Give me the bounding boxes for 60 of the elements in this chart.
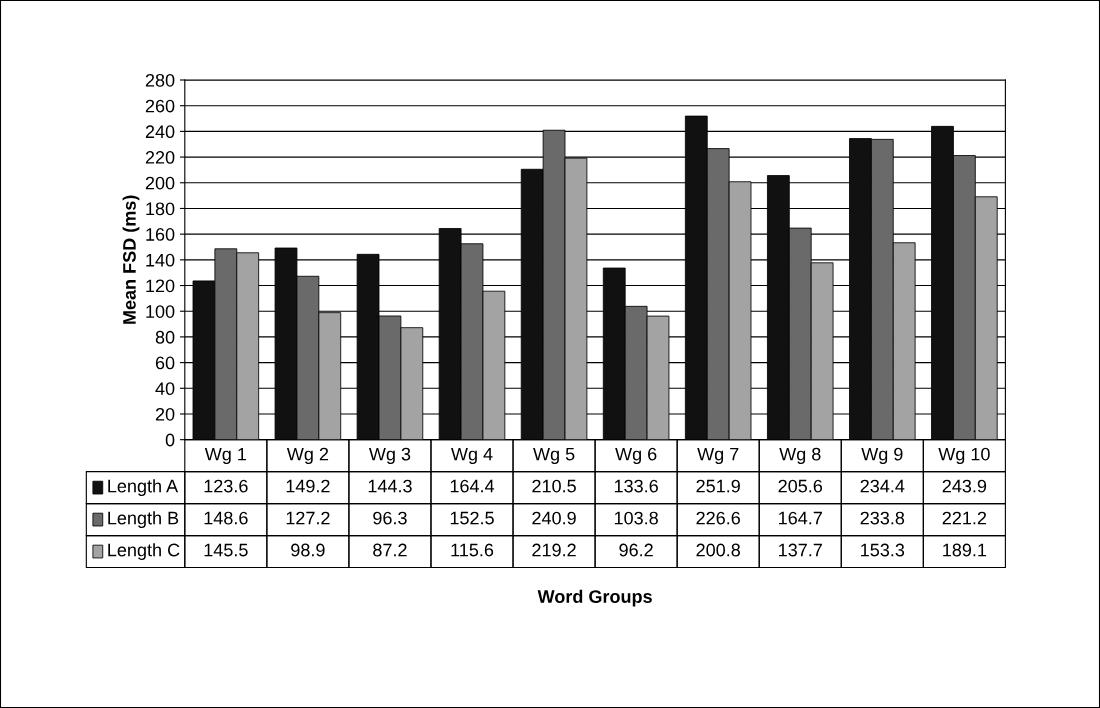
- data-label: 153.3: [861, 543, 905, 557]
- y-tick-label: 260: [145, 99, 175, 113]
- data-label: 87.2: [373, 543, 407, 557]
- data-label: 144.3: [368, 479, 412, 493]
- data-label: 148.6: [204, 511, 248, 525]
- data-label: 210.5: [532, 479, 576, 493]
- data-label: 152.5: [450, 511, 494, 525]
- data-label: 221.2: [942, 511, 987, 525]
- data-label: 123.6: [204, 479, 248, 493]
- x-tick-label: Wg 7: [697, 447, 739, 465]
- y-tick-label: 100: [146, 305, 175, 318]
- data-label: 219.2: [532, 543, 576, 557]
- x-tick-label: Wg 1: [204, 447, 247, 465]
- data-label: 251.9: [696, 479, 740, 493]
- data-label: 189.1: [943, 543, 987, 557]
- legend-label: Length C: [108, 543, 180, 560]
- data-label: 164.4: [450, 479, 495, 493]
- data-label: 200.8: [696, 543, 740, 557]
- text: Word Groups: [537, 589, 652, 607]
- y-tick-label: 80: [155, 330, 175, 344]
- y-tick-label: 220: [145, 151, 175, 164]
- data-label: 127.2: [286, 511, 330, 525]
- x-tick-label: Wg 9: [861, 447, 903, 465]
- x-tick-label: Wg 4: [451, 447, 493, 465]
- y-tick-label: 200: [145, 176, 175, 190]
- data-label: 115.6: [451, 543, 494, 557]
- y-tick-label: 160: [146, 228, 175, 241]
- data-label: 96.2: [619, 543, 653, 557]
- data-label: 137.7: [779, 543, 822, 557]
- legend-label: Length A: [108, 479, 179, 497]
- x-tick-label: Wg 6: [615, 447, 657, 465]
- x-tick-label: Wg 5: [533, 447, 575, 465]
- legend-label: Length B: [108, 511, 179, 529]
- y-tick-label: 180: [146, 202, 175, 216]
- data-label: 233.8: [860, 511, 905, 525]
- y-tick-label: 60: [155, 356, 175, 370]
- y-tick-label: 140: [146, 253, 175, 267]
- data-label: 164.7: [779, 511, 822, 525]
- data-label: 243.9: [942, 479, 987, 493]
- data-label: 96.3: [373, 511, 407, 525]
- y-axis-title: Mean FSD (ms): [122, 195, 140, 324]
- y-tick-label: 40: [155, 382, 175, 396]
- data-label: 149.2: [286, 479, 330, 493]
- data-label: 205.6: [778, 479, 823, 493]
- data-label: 240.9: [532, 511, 576, 525]
- x-tick-label: Wg 10: [938, 447, 990, 465]
- data-label: 226.6: [696, 511, 740, 525]
- y-tick-label: 0: [165, 433, 175, 447]
- y-tick-label: 20: [155, 407, 175, 421]
- y-tick-label: 240: [145, 125, 175, 139]
- x-tick-label: Wg 2: [286, 447, 329, 465]
- data-label: 103.8: [614, 511, 658, 525]
- y-tick-label: 280: [145, 73, 175, 87]
- y-tick-label: 120: [146, 279, 175, 293]
- data-label: 133.6: [614, 479, 658, 493]
- x-tick-label: Wg 8: [779, 447, 821, 465]
- data-label: 98.9: [291, 543, 325, 557]
- data-label: 234.4: [860, 479, 905, 493]
- data-label: 145.5: [204, 543, 248, 557]
- x-tick-label: Wg 3: [368, 447, 411, 465]
